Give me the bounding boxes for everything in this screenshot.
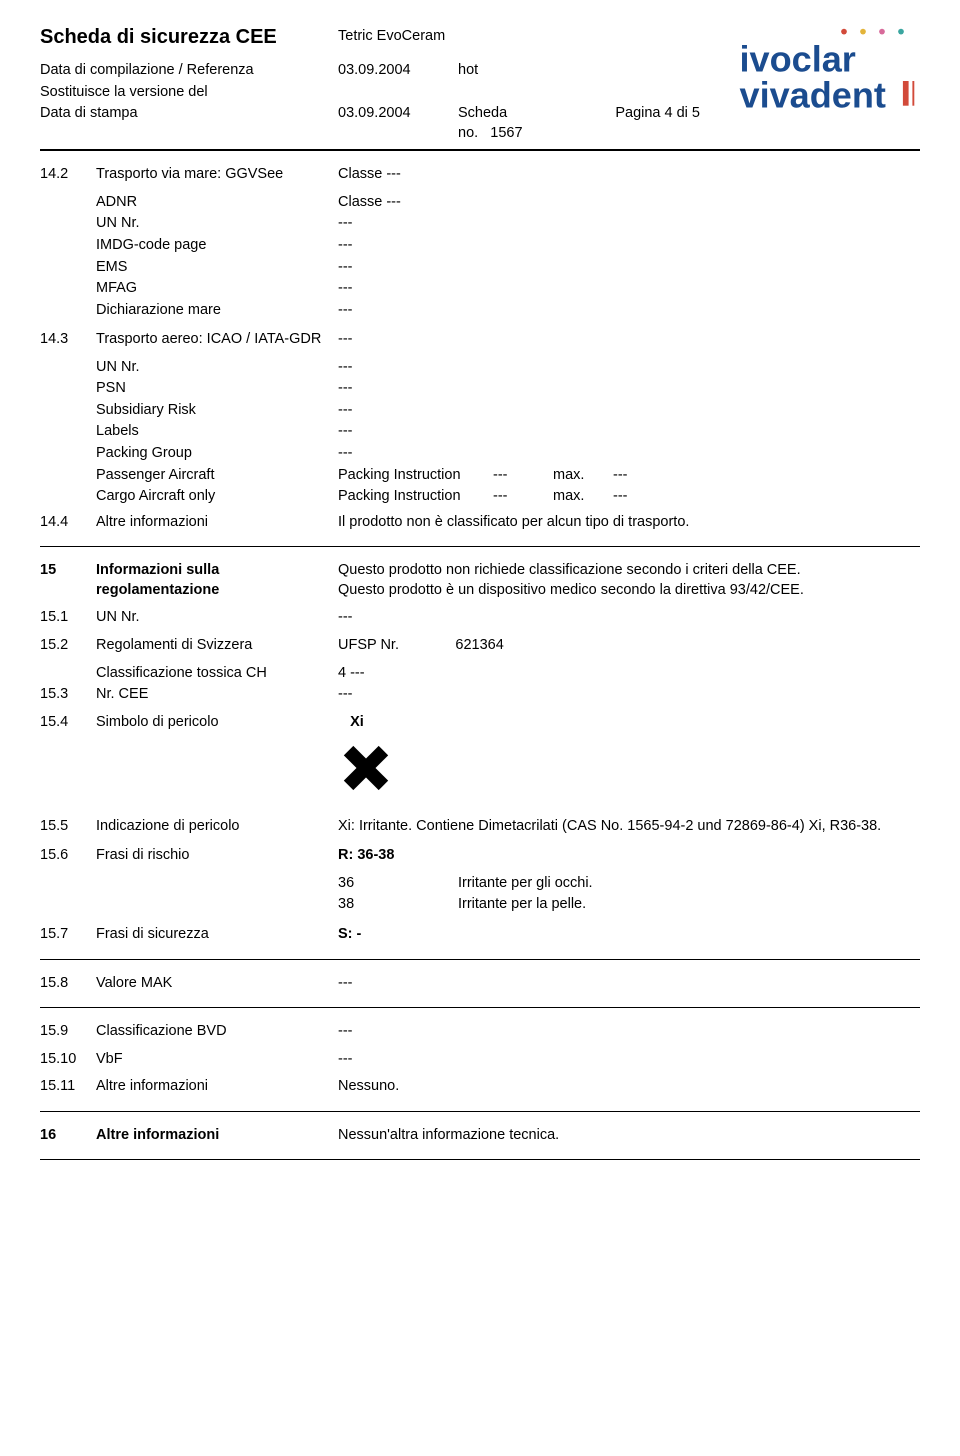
table-row: IMDG-code page--- [96, 236, 920, 256]
section-15-9: 15.9 Classificazione BVD --- [40, 1022, 920, 1042]
section-15-8: 15.8 Valore MAK --- [40, 974, 920, 994]
section-15-3: 15.3 Nr. CEE --- [40, 685, 920, 705]
table-row: Packing Group--- [96, 444, 920, 464]
sheet-no-label: Scheda no. 1567 [458, 104, 568, 143]
table-row: UN Nr.--- [96, 358, 920, 378]
section-16: 16 Altre informazioni Nessun'altra infor… [40, 1126, 920, 1146]
section-15-2: 15.2 Regolamenti di Svizzera UFSP Nr. 62… [40, 636, 920, 656]
divider-after-14 [40, 546, 920, 547]
section-14-3: 14.3 Trasporto aereo: ICAO / IATA-GDR --… [40, 330, 920, 350]
section-14-4: 14.4 Altre informazioni Il prodotto non … [40, 513, 920, 533]
document-title: Scheda di sicurezza CEE [40, 24, 338, 51]
page-number: Pagina 4 di 5 [568, 104, 700, 143]
section-15-5: 15.5 Indicazione di pericolo Xi: Irritan… [40, 817, 920, 837]
company-logo: ivoclar vivadent [700, 24, 920, 143]
section-15-4: 15.4 Simbolo di pericolo Xi [40, 713, 920, 733]
page-header: Scheda di sicurezza CEE Tetric EvoCeram … [40, 24, 920, 143]
divider-after-16 [40, 1159, 920, 1160]
irritant-cross-icon [338, 740, 394, 796]
section-15-6: 15.6 Frasi di rischio R: 36-38 [40, 846, 920, 866]
section-15-7: 15.7 Frasi di sicurezza S: - [40, 925, 920, 945]
compilation-date-label: Data di compilazione / Referenza [40, 61, 338, 81]
packing-row: Passenger AircraftPacking Instruction---… [96, 466, 920, 486]
divider-before-16 [40, 1111, 920, 1112]
section-15-value: Questo prodotto non richiede classificaz… [338, 561, 920, 600]
risk-phrase-row: 36Irritante per gli occhi. [338, 874, 920, 894]
section-15: 15 Informazioni sulla regolamentazione Q… [40, 561, 920, 600]
section-14-2: 14.2 Trasporto via mare: GGVSee Classe -… [40, 165, 920, 185]
compilation-date: 03.09.2004 [338, 61, 458, 81]
section-15-2-tox: Classificazione tossica CH 4 --- [96, 664, 920, 684]
risk-phrase-row: 38Irritante per la pelle. [338, 895, 920, 915]
ivoclar-vivadent-logo-icon: ivoclar vivadent [730, 24, 920, 119]
table-row: PSN--- [96, 379, 920, 399]
section-15-10: 15.10 VbF --- [40, 1050, 920, 1070]
product-name: Tetric EvoCeram [338, 27, 445, 61]
print-date: 03.09.2004 [338, 104, 458, 143]
divider-15b [40, 1007, 920, 1008]
table-row: EMS--- [96, 258, 920, 278]
print-date-label: Data di stampa [40, 104, 338, 143]
divider-15a [40, 959, 920, 960]
table-row: Labels--- [96, 422, 920, 442]
table-row: ADNRClasse --- [96, 193, 920, 213]
table-row: MFAG--- [96, 279, 920, 299]
table-row: UN Nr.--- [96, 214, 920, 234]
compilation-ref: hot [458, 61, 568, 81]
risk-phrases: 36Irritante per gli occhi.38Irritante pe… [40, 874, 920, 915]
section-15-11: 15.11 Altre informazioni Nessuno. [40, 1077, 920, 1097]
header-left: Scheda di sicurezza CEE Tetric EvoCeram … [40, 24, 700, 143]
table-row: Dichiarazione mare--- [96, 301, 920, 321]
svg-text:vivadent: vivadent [740, 75, 886, 116]
hazard-symbol [338, 740, 920, 803]
table-row: Subsidiary Risk--- [96, 401, 920, 421]
header-divider [40, 149, 920, 151]
svg-text:ivoclar: ivoclar [740, 39, 856, 80]
section-14-3-rows: UN Nr.---PSN---Subsidiary Risk---Labels-… [40, 358, 920, 464]
supersedes-label: Sostituisce la versione del [40, 83, 338, 103]
section-14-3-packrows: Passenger AircraftPacking Instruction---… [40, 466, 920, 507]
section-14-2-rows: ADNRClasse ---UN Nr.---IMDG-code page---… [40, 193, 920, 320]
section-15-1: 15.1 UN Nr. --- [40, 608, 920, 628]
packing-row: Cargo Aircraft onlyPacking Instruction--… [96, 487, 920, 507]
header-meta-grid: Data di compilazione / Referenza 03.09.2… [40, 61, 700, 143]
